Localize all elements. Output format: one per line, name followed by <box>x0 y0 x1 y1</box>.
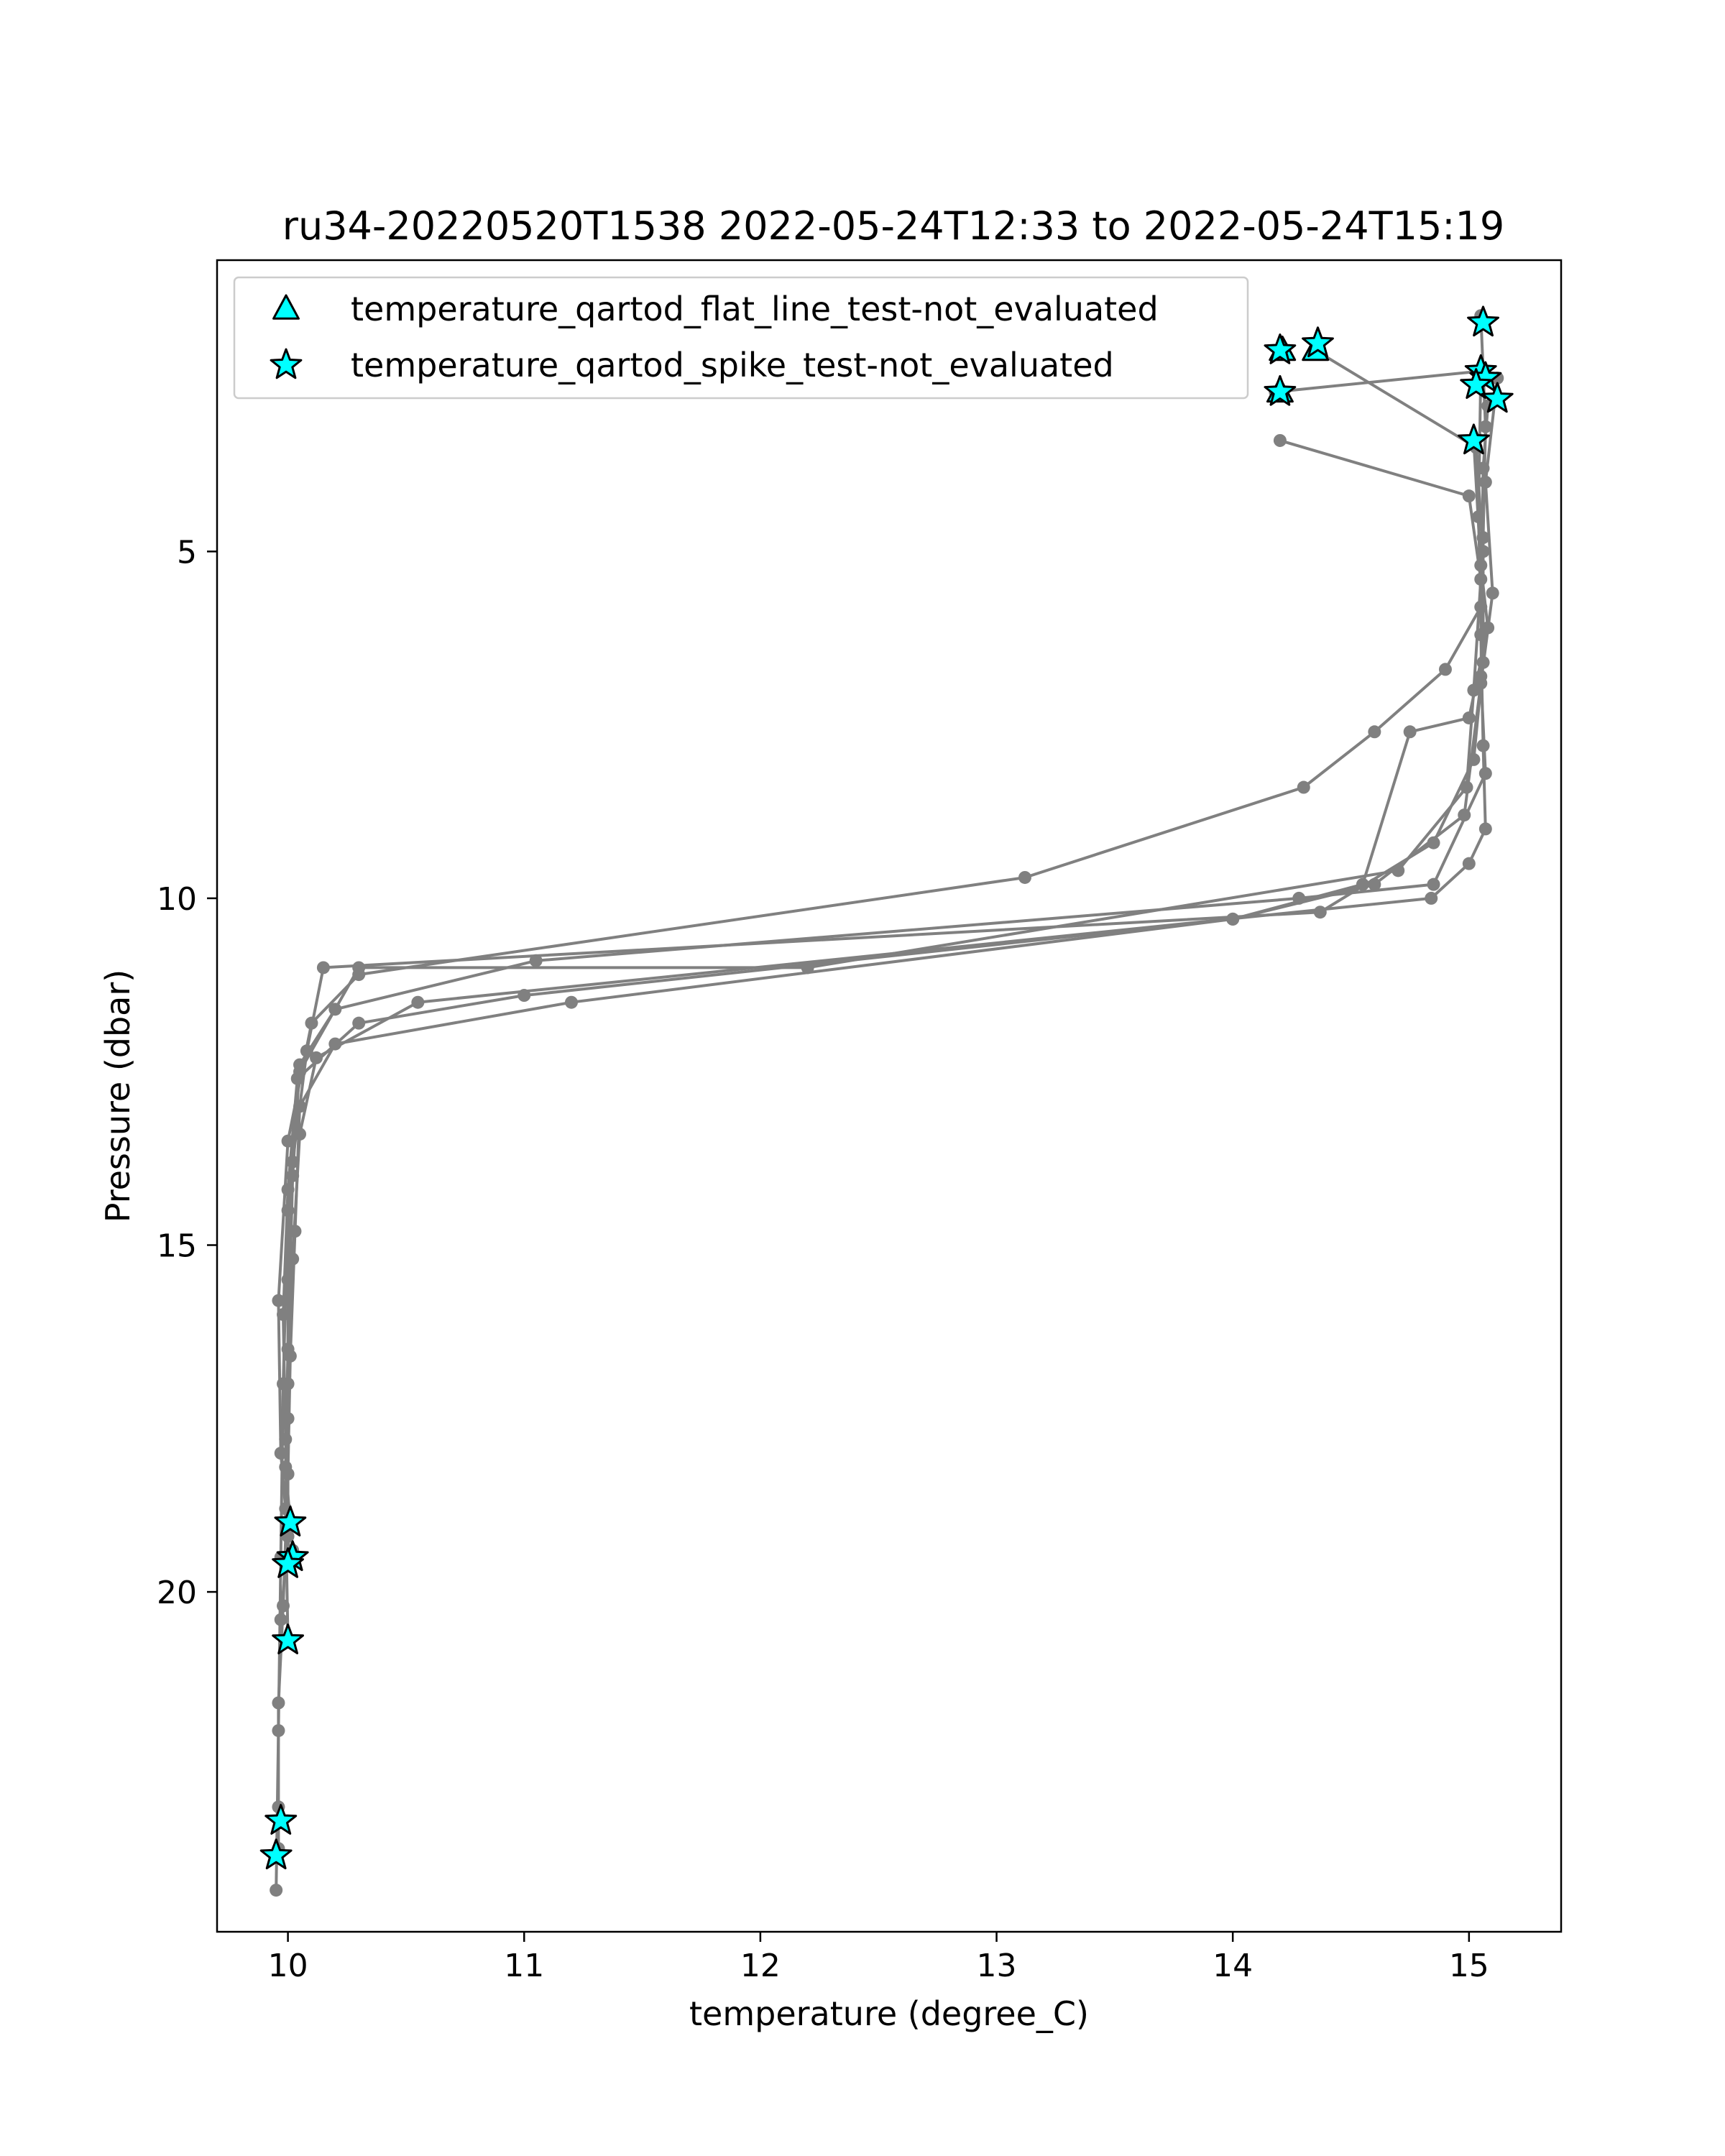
data-point <box>316 961 330 975</box>
data-point <box>1313 906 1327 919</box>
spike-marker <box>1467 305 1499 337</box>
data-point <box>1486 586 1499 600</box>
profile-line <box>277 377 1499 1849</box>
data-point <box>529 954 543 967</box>
y-tick-label: 15 <box>157 1228 197 1265</box>
data-point <box>352 968 366 982</box>
data-point <box>281 1183 295 1197</box>
x-tick-label: 11 <box>504 1948 544 1984</box>
data-point <box>1427 877 1440 891</box>
plot-frame <box>216 259 1563 1933</box>
data-point <box>352 1016 366 1030</box>
x-axis-ticks: 10 11 12 13 14 15 <box>268 1932 1489 1984</box>
legend-frame <box>233 276 1249 400</box>
data-point <box>564 995 578 1009</box>
data-point <box>281 1468 295 1481</box>
spike-marker <box>1302 326 1334 358</box>
data-point <box>1467 752 1481 766</box>
profile-line <box>286 315 1487 1523</box>
data-point <box>1297 780 1310 794</box>
spike-marker <box>1264 374 1297 406</box>
x-tick-label: 14 <box>1213 1948 1253 1984</box>
y-tick-label: 20 <box>157 1575 197 1611</box>
qc-markers <box>259 305 1514 1870</box>
data-point <box>1403 725 1417 739</box>
y-tick-label: 10 <box>157 881 197 918</box>
data-point <box>1018 870 1031 884</box>
data-point <box>274 1447 288 1460</box>
data-point <box>1474 558 1488 572</box>
data-point <box>1478 822 1492 836</box>
data-point <box>1462 489 1476 503</box>
data-point <box>1425 891 1438 905</box>
data-point <box>272 1696 285 1710</box>
spike-marker <box>264 1804 298 1835</box>
data-point <box>328 1003 342 1016</box>
data-point <box>1462 857 1476 870</box>
spike-marker <box>1458 423 1490 455</box>
data-point <box>274 1613 288 1626</box>
data-point <box>1478 767 1492 780</box>
data-point <box>1273 433 1287 447</box>
data-point <box>1462 711 1476 724</box>
data-point <box>1481 621 1495 635</box>
data-point <box>272 1294 285 1307</box>
data-point <box>279 1432 293 1446</box>
x-axis-label: temperature (degree_C) <box>689 1994 1089 2033</box>
x-tick-label: 13 <box>977 1948 1017 1984</box>
legend-entry-label: temperature_qartod_spike_test-not_evalua… <box>351 346 1114 384</box>
data-point <box>1438 663 1452 676</box>
data-point <box>1478 475 1492 489</box>
x-tick-label: 12 <box>740 1948 781 1984</box>
spike-marker <box>259 1838 293 1870</box>
profile-line <box>284 349 1487 1551</box>
data-point <box>1368 725 1381 739</box>
spike-marker <box>1460 368 1493 399</box>
data-point <box>288 1225 302 1238</box>
legend-marker-spike <box>270 348 303 379</box>
profile-line <box>275 438 1483 1891</box>
spike-marker <box>272 1623 304 1654</box>
data-point <box>518 989 531 1003</box>
profile-lines <box>270 309 1504 1897</box>
y-axis-ticks: 5 10 15 20 <box>157 534 217 1611</box>
data-point <box>411 995 425 1009</box>
legend: temperature_qartod_flat_line_test-not_ev… <box>233 276 1249 400</box>
legend-entry-label: temperature_qartod_flat_line_test-not_ev… <box>351 290 1159 328</box>
profile-line <box>284 405 1490 1641</box>
x-tick-label: 10 <box>268 1948 308 1984</box>
spike-marker <box>1481 382 1514 413</box>
data-point <box>283 1349 297 1363</box>
data-point <box>290 1072 304 1085</box>
data-point <box>1226 912 1240 926</box>
chart-title: ru34-20220520T1538 2022-05-24T12:33 to 2… <box>282 203 1504 249</box>
data-point <box>1476 739 1490 752</box>
data-point <box>277 1308 290 1322</box>
data-point <box>1458 808 1471 822</box>
data-point <box>1356 877 1369 891</box>
data-point <box>310 1051 323 1064</box>
data-point <box>270 1884 283 1897</box>
x-tick-label: 15 <box>1449 1948 1489 1984</box>
spike-marker <box>1264 333 1297 364</box>
spike-marker <box>274 1506 307 1537</box>
data-point <box>305 1016 318 1030</box>
y-tick-label: 5 <box>177 534 197 571</box>
data-point <box>1368 877 1381 891</box>
spike-marker <box>272 1547 304 1578</box>
profile-line <box>279 440 1490 1620</box>
legend-marker-flat-line <box>272 294 300 320</box>
y-axis-label: Pressure (dbar) <box>98 969 137 1222</box>
